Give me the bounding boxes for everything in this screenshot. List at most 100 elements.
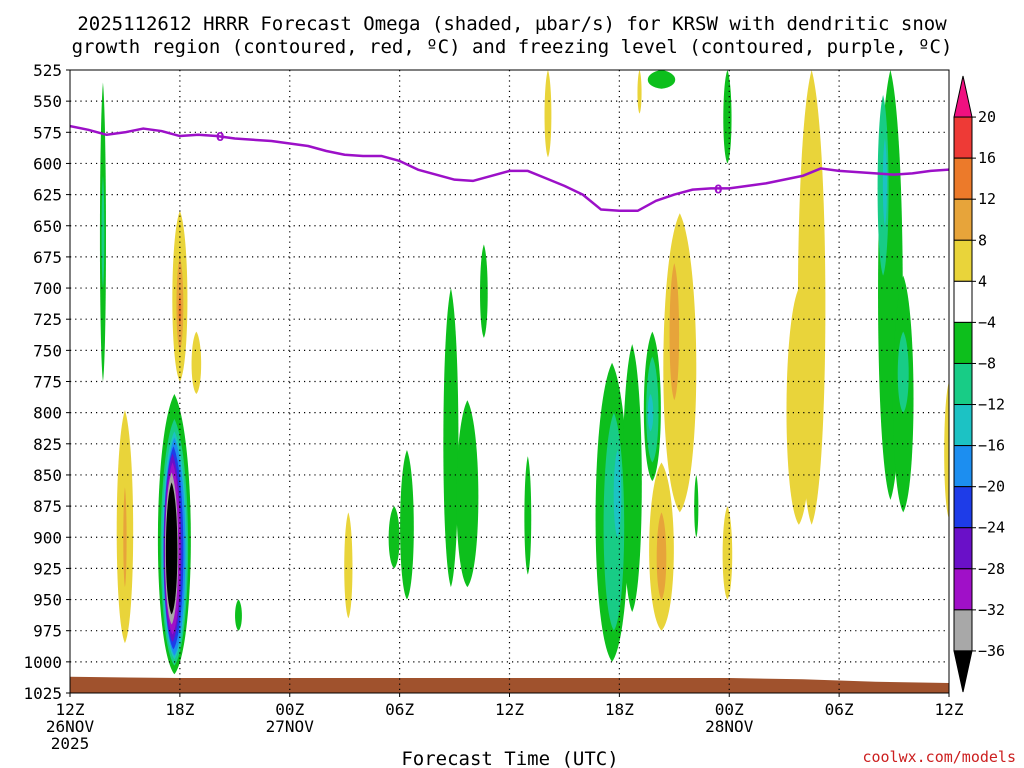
colorbar-label: 16 bbox=[978, 149, 996, 167]
colorbar-label: −32 bbox=[978, 601, 1005, 619]
omega-region-25 bbox=[544, 70, 552, 158]
y-tick-label: 1000 bbox=[23, 653, 62, 672]
colorbar-segment bbox=[953, 486, 973, 529]
dotted-gridlines bbox=[70, 70, 949, 693]
colorbar-segment bbox=[953, 568, 973, 611]
freezing-level-label: 0 bbox=[216, 130, 224, 144]
x-tick-label: 26NOV bbox=[46, 717, 95, 736]
freezing-level-line bbox=[70, 124, 949, 213]
y-tick-label: 650 bbox=[33, 217, 62, 236]
omega-region-37 bbox=[669, 263, 680, 401]
omega-region-41 bbox=[723, 70, 732, 164]
y-tick-label: 875 bbox=[33, 497, 62, 516]
colorbar-label: −36 bbox=[978, 642, 1005, 660]
colorbar-segment bbox=[953, 157, 973, 200]
colorbar-label: −12 bbox=[978, 396, 1005, 414]
colorbar-segment bbox=[953, 609, 973, 652]
omega-region-3 bbox=[123, 487, 127, 588]
omega-region-22 bbox=[456, 400, 479, 588]
omega-region-23 bbox=[480, 244, 488, 338]
omega-region-16 bbox=[165, 482, 178, 615]
colorbar-label: 4 bbox=[978, 272, 987, 290]
omega-shaded-fields bbox=[99, 70, 949, 675]
x-tick-label: 18Z bbox=[165, 700, 194, 719]
y-tick-label: 825 bbox=[33, 435, 62, 454]
omega-region-17 bbox=[235, 599, 242, 631]
colorbar-label: −28 bbox=[978, 560, 1005, 578]
chart-title-line-1: 2025112612 HRRR Forecast Omega (shaded, … bbox=[77, 13, 947, 35]
y-tick-label: 625 bbox=[33, 186, 62, 205]
x-tick-label: 27NOV bbox=[266, 717, 315, 736]
omega-region-29 bbox=[613, 450, 622, 538]
omega-region-1 bbox=[101, 175, 105, 289]
colorbar-segment bbox=[953, 445, 973, 488]
y-axis-pressure: 525 550 575 600 625 650 675 700 725 750 775 800 825 8… bbox=[23, 61, 70, 703]
colorbar-label: −8 bbox=[978, 354, 996, 372]
credit-link[interactable]: coolwx.com/models bbox=[862, 748, 1016, 766]
colorbar-label: −24 bbox=[978, 519, 1005, 537]
colorbar-bottom-arrow bbox=[953, 650, 973, 693]
x-tick-label: 12Z bbox=[56, 700, 85, 719]
omega-region-19 bbox=[400, 450, 414, 600]
x-tick-label: 12Z bbox=[495, 700, 524, 719]
y-tick-label: 975 bbox=[33, 622, 62, 641]
omega-region-47 bbox=[897, 331, 909, 413]
x-tick-label: 00Z bbox=[275, 700, 304, 719]
x-tick-label: 00Z bbox=[715, 700, 744, 719]
y-tick-label: 600 bbox=[33, 154, 62, 173]
x-tick-label: 18Z bbox=[605, 700, 634, 719]
omega-region-49 bbox=[944, 381, 949, 519]
omega-region-33 bbox=[637, 70, 642, 114]
x-tick-label: 28NOV bbox=[705, 717, 754, 736]
omega-region-38 bbox=[656, 512, 667, 600]
colorbar-segment bbox=[953, 404, 973, 447]
colorbar-segment bbox=[953, 116, 973, 159]
colorbar-label: −4 bbox=[978, 313, 996, 331]
omega-region-34 bbox=[647, 70, 676, 89]
omega-region-48 bbox=[882, 138, 887, 226]
x-tick-label: 06Z bbox=[385, 700, 414, 719]
y-tick-label: 575 bbox=[33, 123, 62, 142]
y-tick-label: 950 bbox=[33, 591, 62, 610]
colorbar-segment bbox=[953, 198, 973, 241]
omega-region-18 bbox=[344, 512, 353, 619]
omega-colorbar: 20 16 12 8 4 −4 −8 −12 −16 −20 −24 −28 −32 −36 bbox=[953, 75, 1005, 693]
y-tick-label: 900 bbox=[33, 528, 62, 547]
colorbar-label: −20 bbox=[978, 478, 1005, 496]
omega-region-43 bbox=[786, 288, 812, 525]
omega-region-39 bbox=[694, 474, 699, 538]
omega-region-21 bbox=[443, 288, 459, 588]
omega-region-27 bbox=[622, 344, 642, 613]
y-tick-label: 675 bbox=[33, 248, 62, 267]
x-tick-label: 06Z bbox=[825, 700, 854, 719]
colorbar-segment bbox=[953, 239, 973, 282]
omega-region-32 bbox=[647, 393, 654, 432]
y-tick-label: 800 bbox=[33, 404, 62, 423]
x-axis-title: Forecast Time (UTC) bbox=[401, 748, 618, 768]
y-tick-label: 725 bbox=[33, 310, 62, 329]
omega-region-40 bbox=[722, 506, 733, 600]
x-tick-label: 2025 bbox=[51, 734, 90, 753]
colorbar-segment bbox=[953, 527, 973, 570]
y-tick-label: 1025 bbox=[23, 684, 62, 703]
omega-region-5 bbox=[191, 331, 202, 394]
colorbar-label: 8 bbox=[978, 231, 987, 249]
y-tick-label: 550 bbox=[33, 92, 62, 111]
colorbar-label: 12 bbox=[978, 190, 996, 208]
chart-title-line-2: growth region (contoured, red, ºC) and f… bbox=[72, 36, 953, 58]
y-tick-label: 925 bbox=[33, 559, 62, 578]
y-tick-label: 750 bbox=[33, 341, 62, 360]
y-tick-label: 775 bbox=[33, 373, 62, 392]
colorbar-segment bbox=[953, 362, 973, 406]
freezing-level-contour: 00 bbox=[70, 124, 949, 213]
colorbar-label: −16 bbox=[978, 437, 1005, 455]
freezing-level-label: 0 bbox=[714, 182, 722, 196]
colorbar-label: 20 bbox=[978, 108, 996, 126]
omega-region-20 bbox=[388, 506, 400, 569]
colorbar-segment bbox=[953, 280, 973, 323]
omega-region-24 bbox=[524, 456, 532, 575]
y-tick-label: 525 bbox=[33, 61, 62, 80]
